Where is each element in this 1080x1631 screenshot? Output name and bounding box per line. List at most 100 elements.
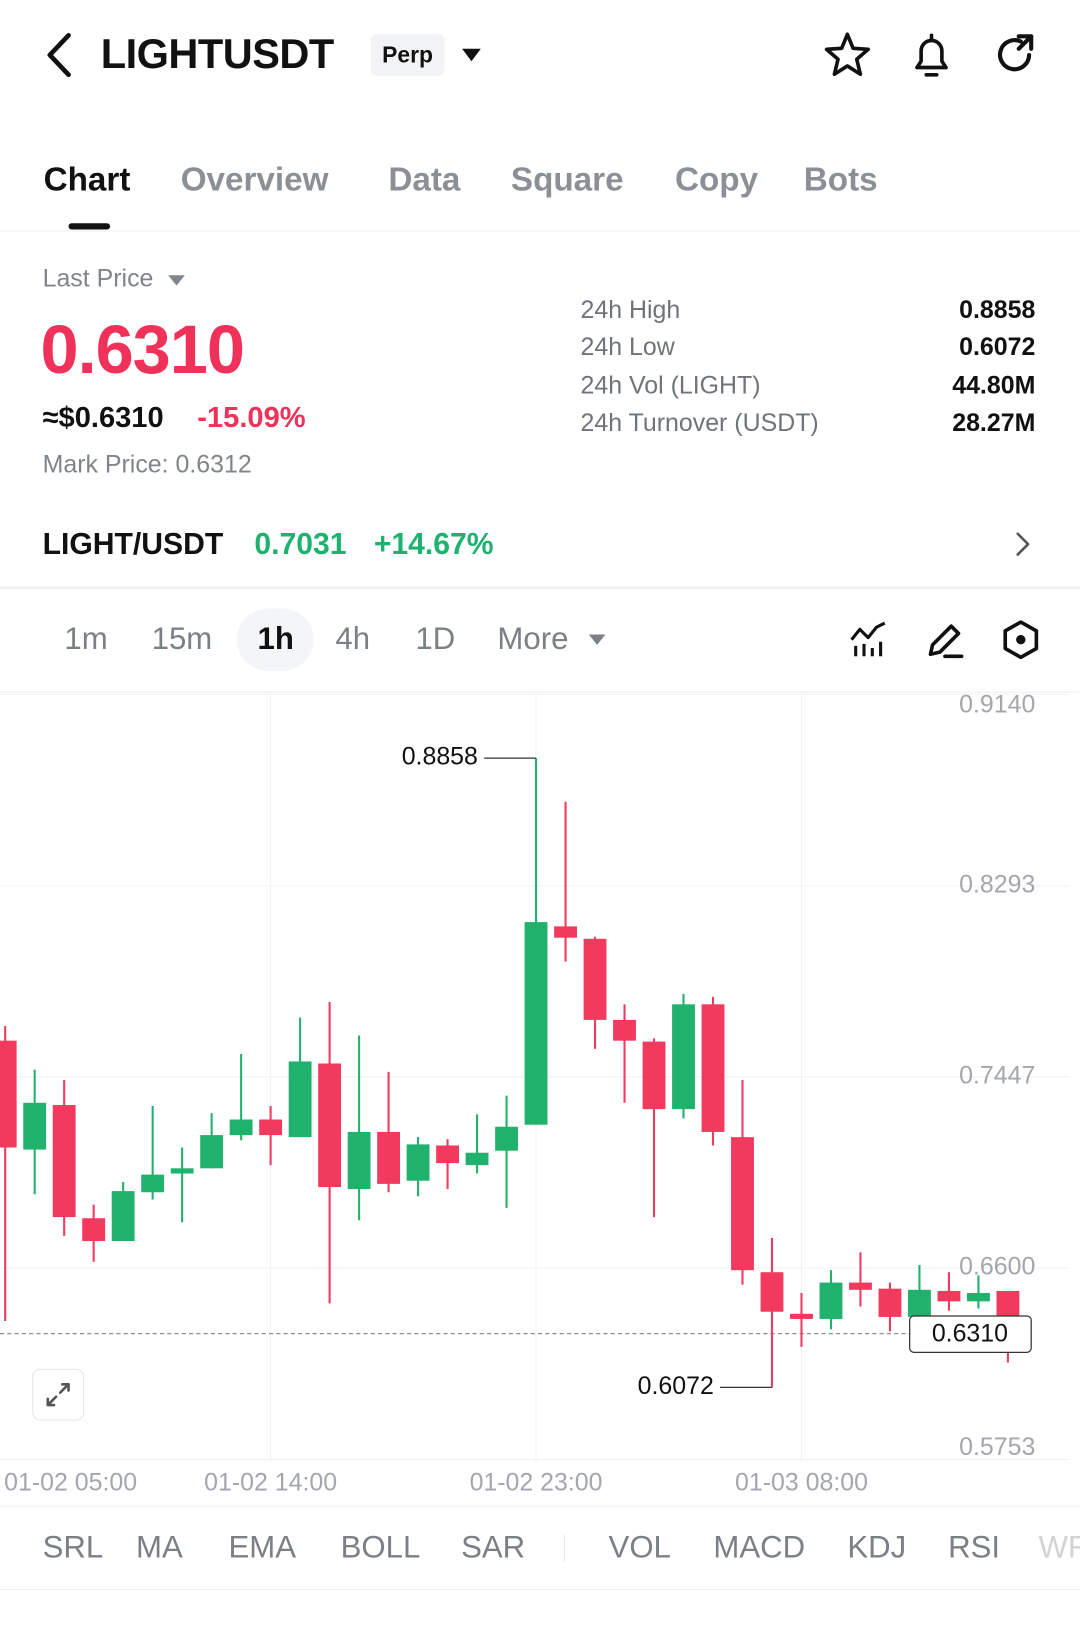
stat-label: 24h Low [580, 333, 675, 362]
candle-body [229, 1119, 253, 1136]
more-dropdown[interactable] [587, 631, 608, 648]
y-tick-label: 0.9140 [959, 691, 1035, 719]
candle-body [613, 1019, 636, 1041]
low-marker-label: 0.6072 [638, 1372, 714, 1400]
candle-body [288, 1061, 312, 1138]
candle-body [259, 1119, 283, 1136]
draw-icon[interactable] [924, 619, 966, 661]
stat-label: 24h Vol (LIGHT) [580, 371, 761, 400]
indicator-tab[interactable]: VOL [608, 1530, 671, 1565]
candle-body [465, 1152, 489, 1166]
mark-price: Mark Price: 0.6312 [42, 450, 252, 479]
interval[interactable]: 15m [151, 622, 213, 657]
candle-body [701, 1004, 725, 1132]
candle-body [111, 1191, 135, 1242]
indicator-icon[interactable] [847, 619, 889, 661]
candle-body [200, 1135, 224, 1169]
interval[interactable]: More [497, 622, 569, 657]
x-tick-label: 01-02 05:00 [4, 1469, 137, 1497]
fullscreen-icon [46, 1382, 70, 1407]
separator [563, 1534, 565, 1562]
usd-price: ≈$0.6310 [42, 400, 164, 434]
fullscreen-button[interactable] [32, 1368, 85, 1421]
candle-body [967, 1292, 990, 1302]
last-price: 0.6310 [40, 310, 244, 388]
spot-pair[interactable]: LIGHT/USDT [42, 528, 224, 562]
favorite-icon[interactable] [822, 30, 872, 80]
candle-body [141, 1174, 165, 1193]
tab[interactable]: Copy [674, 160, 759, 198]
stat-value: 0.8858 [959, 295, 1036, 324]
indicator-tab[interactable]: BOLL [340, 1530, 421, 1565]
tab[interactable]: Data [388, 160, 461, 198]
interval[interactable]: 4h [335, 622, 371, 657]
candle-body [170, 1168, 194, 1174]
tab-indicator [68, 223, 111, 230]
stat-value: 0.6072 [959, 333, 1036, 362]
indicator-tab[interactable]: SRL [42, 1530, 104, 1565]
symbol-dropdown[interactable] [460, 46, 485, 65]
candle-body [23, 1102, 47, 1150]
indicator-tab[interactable]: EMA [228, 1530, 296, 1565]
interval[interactable]: 1m [64, 622, 108, 657]
candle-body [731, 1137, 754, 1271]
stat-value: 44.80M [952, 371, 1036, 400]
candle-body [406, 1144, 430, 1181]
indicator-tab[interactable]: MA [136, 1530, 183, 1565]
indicator-tab[interactable]: KDJ [847, 1530, 907, 1565]
candle-body [937, 1290, 961, 1302]
price-change: -15.09% [197, 400, 306, 434]
interval-highlight [236, 608, 314, 671]
divider [0, 586, 1080, 589]
tab[interactable]: Bots [803, 160, 878, 198]
x-tick-label: 01-02 23:00 [470, 1469, 603, 1497]
alert-icon[interactable] [907, 30, 957, 80]
indicator-overflow: WR [1038, 1527, 1080, 1573]
candle-body [819, 1282, 843, 1319]
candle-body [583, 938, 607, 1020]
indicator-tab[interactable]: MACD [713, 1530, 806, 1565]
x-tick-label: 01-03 08:00 [735, 1469, 868, 1497]
candle-body [347, 1131, 371, 1190]
back-button[interactable] [39, 29, 81, 81]
price-type-dropdown[interactable] [166, 272, 187, 289]
indicator-tab[interactable]: WR [1038, 1530, 1080, 1565]
last-price-label: 0.6310 [932, 1319, 1008, 1347]
y-tick-label: 0.5753 [959, 1433, 1035, 1461]
candlestick-chart: 0.9140 0.8293 0.7447 0.6600 0.5753 01-02 05:0… [0, 691, 1070, 1497]
y-tick-label: 0.6600 [959, 1253, 1035, 1281]
contract-badge[interactable]: Perp [370, 34, 445, 76]
spot-price: 0.7031 [254, 528, 347, 562]
stat-label: 24h High [580, 295, 681, 324]
interval[interactable]: 1D [415, 622, 456, 657]
refresh-icon[interactable] [990, 30, 1040, 80]
candle-body [82, 1218, 106, 1242]
divider [0, 1588, 1080, 1590]
price-type-label[interactable]: Last Price [42, 264, 154, 293]
spot-chevron[interactable] [1012, 530, 1033, 559]
candle-body [495, 1126, 518, 1151]
indicator-tab[interactable]: SAR [461, 1530, 526, 1565]
settings-icon[interactable] [1000, 619, 1042, 661]
candle-body [0, 1040, 17, 1148]
indicator-tab[interactable]: RSI [948, 1530, 1001, 1565]
symbol-title: LIGHTUSDT [100, 31, 335, 78]
tab[interactable]: Square [510, 160, 624, 198]
divider [0, 1505, 1080, 1507]
divider [0, 230, 1080, 232]
candle-body [642, 1041, 666, 1110]
candle-body [318, 1063, 342, 1188]
candle-body [554, 926, 577, 938]
candle-body [760, 1272, 784, 1312]
candle-body [524, 922, 548, 1125]
stat-value: 28.27M [952, 409, 1036, 438]
x-tick-label: 01-02 14:00 [204, 1469, 337, 1497]
y-tick-label: 0.7447 [959, 1061, 1035, 1089]
interval[interactable]: 1h [257, 622, 294, 657]
candle-body [377, 1131, 401, 1184]
tab[interactable]: Overview [180, 160, 329, 198]
high-marker-label: 0.8858 [402, 743, 478, 771]
tab[interactable]: Chart [43, 160, 131, 198]
